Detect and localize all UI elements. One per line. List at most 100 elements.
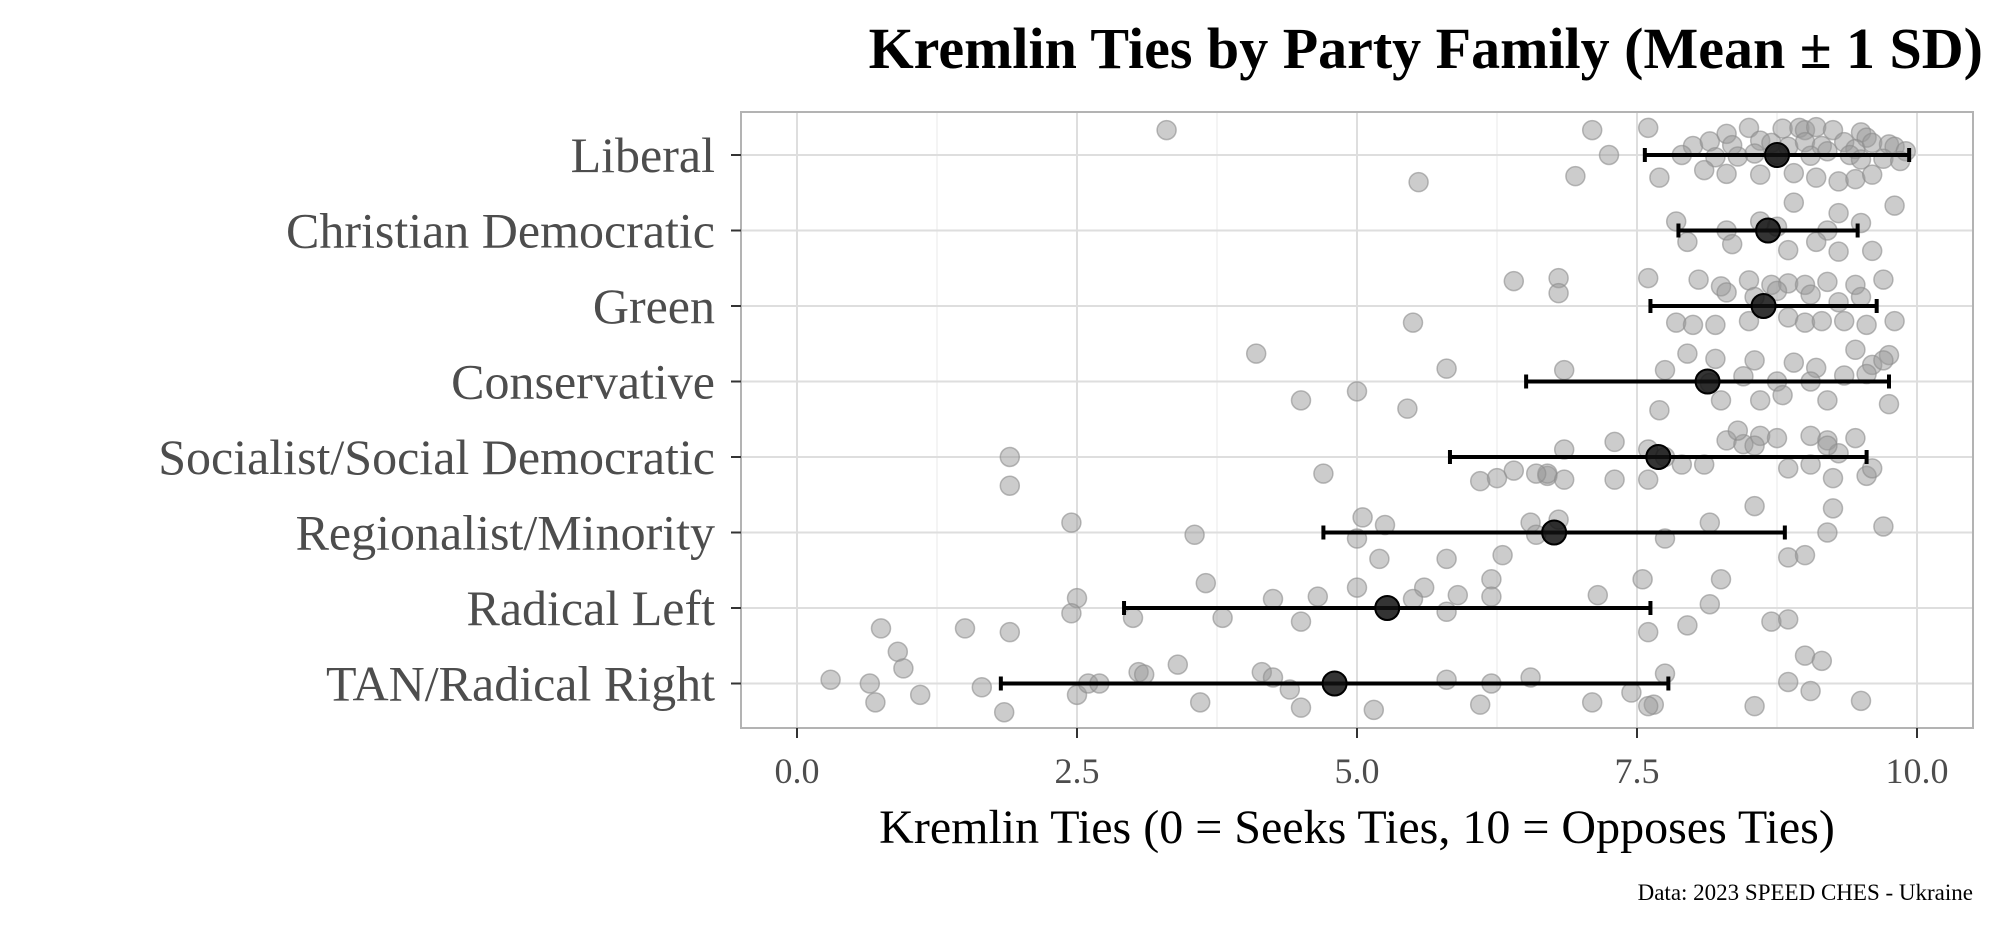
data-point-tan-radical-right: [1189, 692, 1211, 713]
data-point-christian-democratic: [1884, 195, 1905, 216]
y-tick-label-liberal: Liberal: [571, 127, 715, 183]
data-point-socialist-social-democratic: [1777, 458, 1799, 479]
data-point-conservative: [1873, 350, 1894, 371]
data-point-tan-radical-right: [1811, 650, 1833, 672]
data-point-liberal: [1828, 171, 1849, 192]
y-tick-label-socialist-social-democratic: Socialist/Social Democratic: [158, 429, 715, 485]
data-point-green: [1548, 282, 1569, 304]
data-point-tan-radical-right: [1800, 680, 1821, 702]
data-point-liberal: [1805, 167, 1827, 188]
data-point-socialist-social-democratic: [1525, 463, 1547, 484]
data-point-radical-left: [870, 618, 892, 639]
data-point-conservative: [1744, 350, 1765, 371]
mean-point-green: [1750, 293, 1777, 319]
data-point-socialist-social-democratic: [1845, 427, 1866, 449]
data-point-liberal: [1693, 159, 1715, 181]
data-point-christian-democratic: [1828, 241, 1849, 262]
data-point-liberal: [1861, 132, 1883, 154]
data-point-radical-left: [1637, 621, 1659, 643]
mean-point-tan-radical-right: [1321, 670, 1348, 697]
data-point-tan-radical-right: [1621, 682, 1642, 703]
data-point-tan-radical-right: [1581, 692, 1603, 713]
chart-caption: Data: 2023 SPEED CHES - Ukraine: [1638, 880, 1973, 905]
data-point-green: [1873, 269, 1894, 290]
data-point-socialist-social-democratic: [1469, 470, 1491, 492]
data-point-green: [1811, 310, 1833, 332]
data-point-socialist-social-democratic: [1604, 431, 1625, 453]
data-point-regionalist-minority: [1777, 547, 1799, 568]
data-point-regionalist-minority: [1873, 516, 1894, 537]
data-point-conservative: [1677, 343, 1698, 364]
data-point-conservative: [1749, 390, 1771, 411]
data-point-green: [1766, 280, 1788, 302]
data-point-regionalist-minority: [1794, 544, 1816, 566]
data-point-tan-radical-right: [820, 669, 841, 690]
x-tick-label: 7.5: [1615, 751, 1660, 791]
data-point-liberal: [1156, 119, 1177, 141]
data-point-radical-left: [954, 618, 976, 639]
data-point-socialist-social-democratic: [1800, 425, 1821, 447]
data-point-radical-left: [1122, 607, 1144, 629]
data-point-socialist-social-democratic: [1604, 469, 1625, 490]
data-point-conservative: [1705, 348, 1726, 370]
data-point-green: [1503, 270, 1525, 292]
data-point-conservative: [1772, 384, 1793, 406]
data-point-socialist-social-democratic: [1313, 463, 1334, 484]
data-point-christian-democratic: [1828, 202, 1849, 224]
mean-point-christian-democratic: [1755, 217, 1782, 244]
data-point-conservative: [1436, 358, 1457, 379]
data-point-tan-radical-right: [1469, 694, 1491, 715]
data-point-tan-radical-right: [893, 658, 914, 679]
x-tick-label: 10.0: [1886, 751, 1949, 791]
data-point-conservative: [1346, 381, 1368, 402]
data-point-christian-democratic: [1677, 231, 1698, 253]
data-point-green: [1705, 314, 1726, 336]
data-point-liberal: [1861, 164, 1883, 185]
y-axis: Liberal Christian Democratic Green Conserva…: [158, 127, 741, 712]
data-point-regionalist-minority: [1699, 512, 1721, 533]
data-point-radical-left: [1710, 569, 1732, 590]
data-point-conservative: [1553, 359, 1575, 381]
data-point-green: [1817, 271, 1838, 293]
x-tick-label: 2.5: [1055, 751, 1100, 791]
data-point-liberal: [1749, 164, 1771, 185]
data-point-tan-radical-right: [1850, 690, 1872, 712]
data-point-liberal: [1716, 163, 1737, 185]
data-point-green: [1856, 314, 1877, 336]
data-point-regionalist-minority: [1817, 522, 1838, 543]
data-point-christian-democratic: [1777, 239, 1799, 261]
data-point-socialist-social-democratic: [1486, 467, 1508, 489]
mean-point-radical-left: [1374, 595, 1401, 621]
data-point-liberal: [1637, 117, 1659, 139]
data-point-liberal: [1817, 140, 1838, 162]
data-point-liberal: [1598, 144, 1620, 166]
data-point-conservative: [1783, 352, 1805, 373]
mean-point-regionalist-minority: [1541, 519, 1568, 546]
data-point-green: [1665, 312, 1687, 333]
data-point-green: [1794, 312, 1816, 333]
data-point-socialist-social-democratic: [1503, 460, 1525, 481]
data-point-radical-left: [1761, 611, 1782, 632]
data-point-socialist-social-democratic: [999, 475, 1021, 496]
data-point-tan-radical-right: [909, 684, 931, 706]
y-tick-label-regionalist-minority: Regionalist/Minority: [296, 505, 715, 561]
data-point-tan-radical-right: [1654, 663, 1676, 684]
data-point-radical-left: [1195, 572, 1217, 594]
summary-markers: [998, 142, 1912, 697]
data-point-tan-radical-right: [859, 673, 881, 694]
data-point-regionalist-minority: [1184, 524, 1205, 546]
data-point-green: [1402, 312, 1424, 333]
data-point-radical-left: [1402, 588, 1424, 610]
x-axis-title: Kremlin Ties (0 = Seeks Ties, 10 = Oppos…: [879, 801, 1835, 854]
data-point-radical-left: [1677, 615, 1698, 636]
mean-point-liberal: [1764, 142, 1790, 168]
data-point-socialist-social-democratic: [999, 446, 1021, 468]
data-point-socialist-social-democratic: [1553, 469, 1575, 490]
data-point-tan-radical-right: [1167, 654, 1189, 675]
data-point-green: [1716, 282, 1737, 303]
data-point-tan-radical-right: [1133, 664, 1155, 685]
y-tick-label-conservative: Conservative: [451, 354, 715, 410]
data-point-radical-left: [1290, 611, 1312, 632]
data-point-conservative: [1245, 343, 1267, 364]
